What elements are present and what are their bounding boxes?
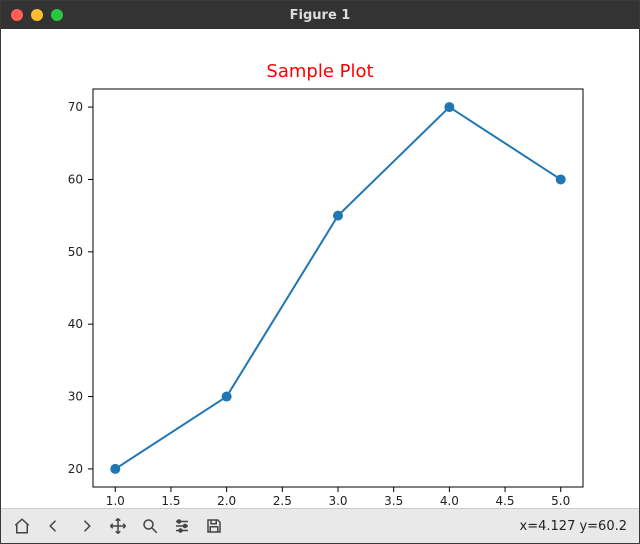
close-icon[interactable] — [11, 9, 23, 21]
navigation-toolbar: x=4.127 y=60.2 — [1, 508, 639, 543]
zoom-button[interactable] — [135, 512, 165, 540]
x-tick-label: 5.0 — [551, 494, 570, 508]
data-marker — [222, 392, 232, 402]
back-button[interactable] — [39, 512, 69, 540]
axes-frame — [93, 89, 583, 487]
window-controls — [1, 9, 63, 21]
maximize-icon[interactable] — [51, 9, 63, 21]
y-tick-label: 50 — [68, 245, 83, 259]
pan-button[interactable] — [103, 512, 133, 540]
y-tick-label: 30 — [68, 390, 83, 404]
figure-window: Figure 1 Sample Plot 1.01.52.02.53.03.54… — [0, 0, 640, 544]
home-icon — [13, 517, 31, 535]
save-icon — [205, 517, 223, 535]
x-tick-label: 1.0 — [106, 494, 125, 508]
cursor-coordinates: x=4.127 y=60.2 — [520, 519, 633, 534]
x-tick-label: 2.0 — [217, 494, 236, 508]
x-tick-label: 2.5 — [273, 494, 292, 508]
x-tick-label: 1.5 — [161, 494, 180, 508]
titlebar: Figure 1 — [1, 1, 639, 29]
toolbar-buttons — [7, 512, 229, 540]
y-tick-label: 60 — [68, 172, 83, 186]
x-tick-label: 3.5 — [384, 494, 403, 508]
data-marker — [110, 464, 120, 474]
arrow-right-icon — [77, 517, 95, 535]
y-tick-label: 40 — [68, 317, 83, 331]
forward-button[interactable] — [71, 512, 101, 540]
window-title: Figure 1 — [1, 8, 639, 23]
minimize-icon[interactable] — [31, 9, 43, 21]
home-button[interactable] — [7, 512, 37, 540]
y-tick-label: 20 — [68, 462, 83, 476]
configure-subplots-button[interactable] — [167, 512, 197, 540]
data-marker — [444, 102, 454, 112]
x-tick-label: 4.0 — [440, 494, 459, 508]
zoom-icon — [141, 517, 159, 535]
save-button[interactable] — [199, 512, 229, 540]
x-tick-label: 3.0 — [328, 494, 347, 508]
arrow-left-icon — [45, 517, 63, 535]
move-icon — [109, 517, 127, 535]
figure-canvas[interactable]: Sample Plot 1.01.52.02.53.03.54.04.55.02… — [1, 29, 639, 508]
data-marker — [333, 211, 343, 221]
y-tick-label: 70 — [68, 100, 83, 114]
chart-svg: 1.0 1.5 2.0 2.5 3.0 3.5 4.0 4.5 5.0 20 30 40 50 60 70 — [1, 29, 640, 509]
sliders-icon — [173, 517, 191, 535]
x-tick-label: 4.5 — [495, 494, 514, 508]
data-marker — [556, 174, 566, 184]
